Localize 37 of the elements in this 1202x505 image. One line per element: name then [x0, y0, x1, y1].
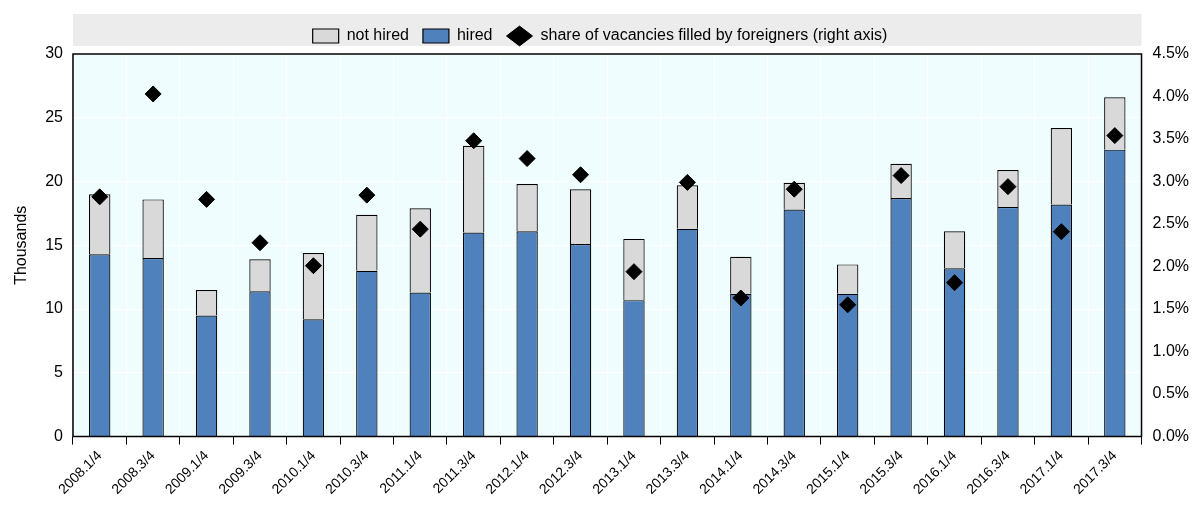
- y-tick-label: 0: [54, 426, 64, 444]
- y-tick-label: 5: [54, 363, 64, 381]
- point: [839, 296, 857, 314]
- y2-tick-label: 0.0%: [1152, 426, 1189, 444]
- point: [251, 234, 269, 252]
- y2-tick-label: 2.5%: [1152, 214, 1189, 232]
- point: [144, 85, 162, 103]
- y2-tick-label: 3.5%: [1152, 129, 1189, 147]
- y-axis-title: Thousands: [12, 205, 30, 285]
- y2-tick-label: 1.0%: [1152, 341, 1189, 359]
- y2-tick-label: 3.0%: [1152, 171, 1189, 189]
- point: [1052, 223, 1070, 241]
- point: [572, 166, 590, 184]
- y-tick-label: 30: [45, 44, 64, 62]
- y2-tick-label: 2.0%: [1152, 256, 1189, 274]
- legend-label: not hired: [346, 26, 409, 44]
- point: [946, 274, 964, 292]
- point: [518, 150, 536, 168]
- legend-label: hired: [456, 26, 493, 44]
- point: [1106, 127, 1124, 145]
- point: [411, 220, 429, 238]
- y-tick-label: 15: [45, 235, 64, 253]
- point: [358, 186, 376, 204]
- y2-tick-label: 1.5%: [1152, 299, 1189, 317]
- point: [732, 289, 750, 307]
- point: [678, 173, 696, 191]
- point: [198, 190, 216, 208]
- point: [465, 132, 483, 150]
- point: [91, 188, 109, 206]
- y-tick-label: 25: [45, 108, 64, 126]
- y2-tick-label: 4.0%: [1152, 86, 1189, 104]
- y-tick-label: 20: [45, 171, 64, 189]
- y2-tick-label: 0.5%: [1152, 384, 1189, 402]
- y2-tick-label: 4.5%: [1152, 44, 1189, 62]
- y-tick-label: 10: [45, 299, 64, 317]
- point: [304, 257, 322, 275]
- legend-label: share of vacancies filled by foreigners (right axis): [540, 26, 888, 44]
